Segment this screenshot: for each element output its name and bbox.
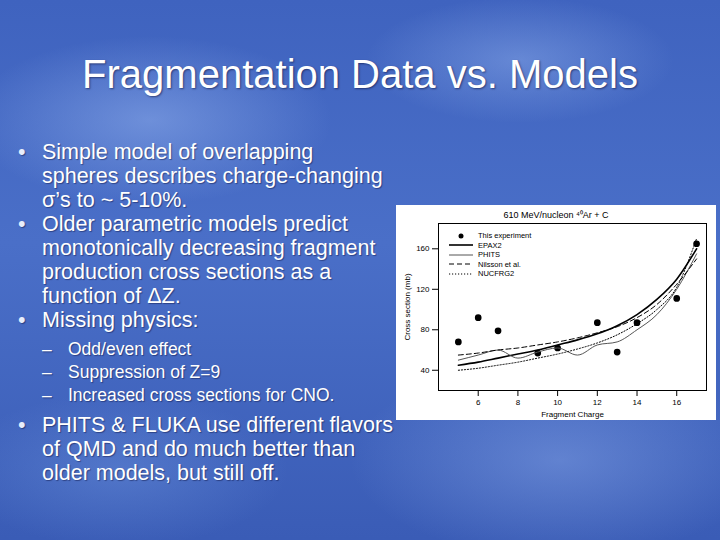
html-text:This experiment: This experiment — [478, 231, 532, 240]
svg-text:16: 16 — [672, 398, 681, 407]
html-text:Nilsson et al.: Nilsson et al. — [478, 259, 521, 269]
html-text:PHITS & FLUKA use different fl: PHITS & FLUKA use different flavors of Q… — [42, 413, 393, 485]
svg-text:14: 14 — [633, 398, 642, 407]
svg-text:8: 8 — [516, 398, 521, 407]
html-text:NUCFRG2: NUCFRG2 — [478, 269, 515, 278]
svg-text:12: 12 — [593, 398, 602, 407]
html-text:Simple model of overlapping sp: Simple model of overlapping spheres desc… — [42, 140, 383, 212]
svg-text:160: 160 — [416, 244, 430, 253]
svg-text:40: 40 — [421, 366, 430, 375]
html-text:EPAX2: EPAX2 — [478, 240, 502, 250]
svg-text:120: 120 — [416, 285, 430, 294]
html-text:PHITS: PHITS — [478, 250, 501, 259]
html-text:Suppression of Z=9: Suppression of Z=9 — [68, 362, 221, 382]
svg-text:6: 6 — [476, 398, 481, 407]
html-text:Fragmentation Data vs. Models: Fragmentation Data vs. Models — [82, 52, 638, 96]
html-text:610 MeV/nucleon ⁴⁰Ar + C: 610 MeV/nucleon ⁴⁰Ar + C — [503, 210, 609, 220]
html-text:Missing physics:: Missing physics: — [42, 308, 199, 332]
svg-text:10: 10 — [553, 398, 562, 407]
html-text:Increased cross sections for C: Increased cross sections for CNO. — [68, 385, 335, 405]
svg-text:80: 80 — [421, 325, 430, 334]
html-text:Older parametric models predic: Older parametric models predict monotoni… — [42, 212, 376, 308]
html-text:Odd/even effect: Odd/even effect — [68, 339, 192, 359]
svg-text:Cross section (mb): Cross section (mb) — [403, 273, 412, 340]
svg-text:Fragment Charge: Fragment Charge — [541, 410, 604, 419]
